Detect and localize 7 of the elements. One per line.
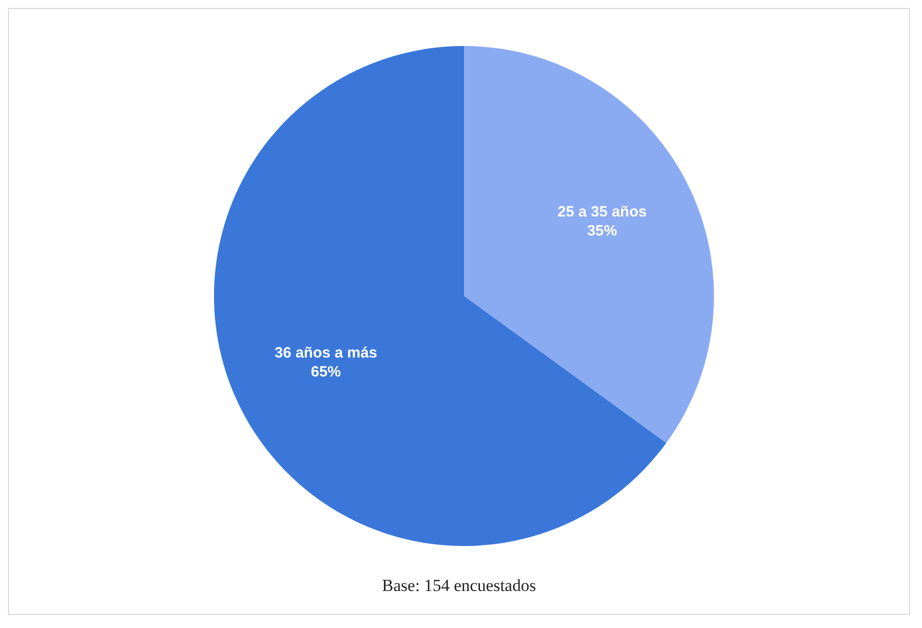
data-label: 65% bbox=[310, 363, 341, 380]
slice-label: 36 años a más bbox=[274, 344, 378, 362]
text: Base: 154 encuestados bbox=[381, 576, 537, 596]
slice-label: 25 a 35 años bbox=[557, 204, 647, 221]
data-label: 35% bbox=[587, 222, 618, 240]
pie-slice bbox=[214, 46, 666, 546]
pie-slice bbox=[464, 46, 714, 443]
